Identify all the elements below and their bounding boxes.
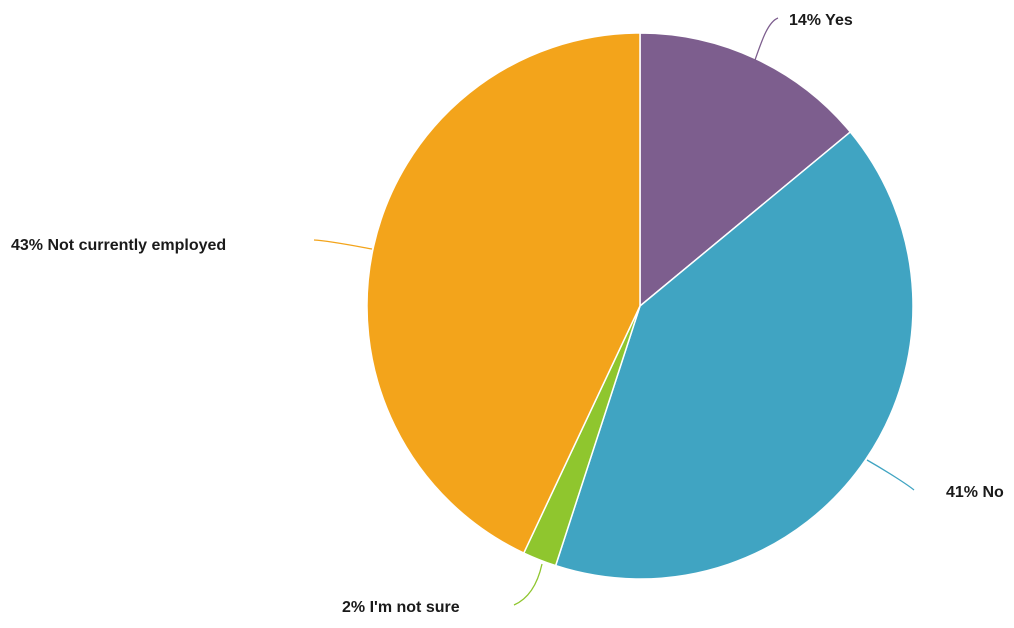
leader-line-not-sure: [513, 563, 543, 606]
slice-label-no: 41% No: [946, 484, 1004, 501]
leader-line-no: [866, 459, 915, 491]
leader-line-yes: [754, 17, 779, 61]
slice-label-not-employed: 43% Not currently employed: [11, 237, 226, 254]
pie-slice-yes: [639, 32, 852, 308]
slice-label-yes: 14% Yes: [789, 12, 853, 29]
leader-line-not-employed: [313, 239, 373, 250]
pie-slices: [366, 32, 914, 580]
pie-labels: 14% Yes 41% No 2% I'm not sure 43% Not c…: [11, 12, 1004, 616]
pie-slice-not-currently-employed: [366, 32, 641, 555]
slice-label-not-sure: 2% I'm not sure: [342, 599, 460, 616]
pie-slice-no: [554, 130, 914, 580]
